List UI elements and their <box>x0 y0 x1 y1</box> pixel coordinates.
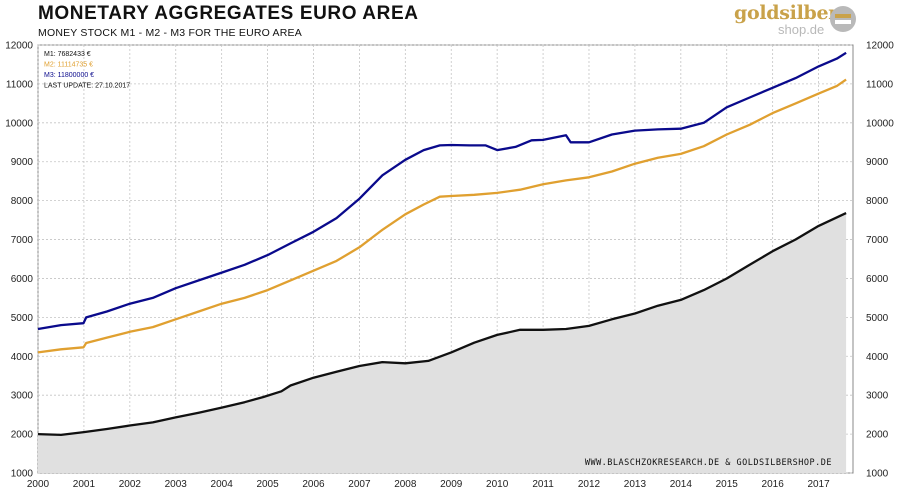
y-tick-label-right: 10000 <box>866 118 894 129</box>
source-credit: WWW.BLASCHZOKRESEARCH.DE & GOLDSILBERSHO… <box>585 458 832 468</box>
x-tick-label: 2005 <box>256 479 279 490</box>
y-tick-label-left: 2000 <box>11 430 34 441</box>
x-tick-label: 2015 <box>716 479 739 490</box>
y-tick-label-left: 1000 <box>11 469 34 480</box>
y-tick-label-right: 6000 <box>866 274 889 285</box>
series-m1-area <box>38 213 847 473</box>
y-tick-label-left: 4000 <box>11 352 34 363</box>
x-tick-label: 2002 <box>119 479 142 490</box>
y-tick-label-left: 10000 <box>5 118 33 129</box>
goldsilbershop-logo[interactable]: goldsilber shop.de <box>716 2 856 42</box>
y-tick-label-right: 8000 <box>866 196 889 207</box>
legend-entry: LAST UPDATE: 27.10.2017 <box>44 83 130 90</box>
x-tick-label: 2006 <box>302 479 325 490</box>
x-tick-label: 2017 <box>807 479 830 490</box>
coin-icon <box>830 6 856 32</box>
legend-entry: M1: 7682433 € <box>44 51 91 58</box>
x-axis: 2000 2001 2002 2003 2004 2005 2006 2007 2008 2009… <box>27 479 830 490</box>
x-tick-label: 2004 <box>211 479 234 490</box>
page-subtitle: MONEY STOCK M1 - M2 - M3 FOR THE EURO AR… <box>38 27 302 39</box>
y-tick-label-left: 7000 <box>11 235 34 246</box>
x-tick-label: 2003 <box>165 479 188 490</box>
y-tick-label-left: 6000 <box>11 274 34 285</box>
y-tick-label-left: 3000 <box>11 391 34 402</box>
logo-text-primary: goldsilber <box>734 2 838 24</box>
y-tick-label-right: 5000 <box>866 313 889 324</box>
y-tick-label-left: 5000 <box>11 313 34 324</box>
x-tick-label: 2014 <box>670 479 693 490</box>
series-layer <box>37 51 847 473</box>
y-tick-label-left: 12000 <box>5 41 33 52</box>
y-tick-label-right: 12000 <box>866 41 894 52</box>
y-tick-label-right: 2000 <box>866 430 889 441</box>
y-axis-left: 1000 2000 3000 4000 5000 6000 7000 8000 9000 1000… <box>5 41 33 480</box>
y-tick-label-left: 11000 <box>6 79 34 90</box>
series-m2-line <box>37 78 847 354</box>
y-tick-label-right: 4000 <box>866 352 889 363</box>
x-tick-label: 2008 <box>394 479 417 490</box>
x-tick-label: 2011 <box>532 479 554 490</box>
logo-text-secondary: shop.de <box>778 22 825 37</box>
series-m3-line <box>37 51 847 331</box>
y-tick-label-right: 1000 <box>866 469 889 480</box>
y-tick-label-right: 11000 <box>866 79 894 90</box>
y-tick-label-right: 7000 <box>866 235 889 246</box>
x-tick-label: 2000 <box>27 479 50 490</box>
legend: M1: 7682433 € M2: 11114735 € M3: 11800000 … <box>44 51 130 90</box>
y-tick-label-right: 9000 <box>866 157 889 168</box>
legend-entry: M3: 11800000 € <box>44 72 94 79</box>
page-title: MONETARY AGGREGATES EURO AREA <box>38 3 419 24</box>
x-tick-label: 2012 <box>578 479 601 490</box>
series-m1-line <box>37 212 847 437</box>
legend-entry: M2: 11114735 € <box>44 62 93 69</box>
y-tick-label-right: 3000 <box>866 391 889 402</box>
y-tick-label-left: 9000 <box>11 157 34 168</box>
x-tick-label: 2013 <box>624 479 647 490</box>
x-tick-label: 2016 <box>762 479 785 490</box>
x-tick-label: 2001 <box>73 479 96 490</box>
x-tick-label: 2009 <box>440 479 463 490</box>
x-tick-label: 2007 <box>348 479 371 490</box>
x-tick-label: 2010 <box>486 479 509 490</box>
y-axis-right: 1000 2000 3000 4000 5000 6000 7000 8000 9000 1000… <box>866 41 894 480</box>
y-tick-label-left: 8000 <box>11 196 34 207</box>
